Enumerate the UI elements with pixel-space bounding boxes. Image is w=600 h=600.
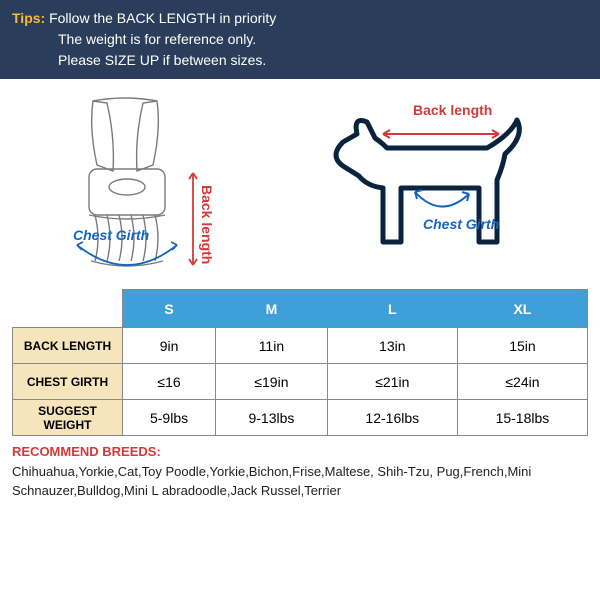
carrier-diagram: Chest Girth Back length xyxy=(35,89,255,279)
tips-line-1: Follow the BACK LENGTH in priority xyxy=(49,10,276,26)
label-back-length-right: Back length xyxy=(413,102,492,118)
table-corner xyxy=(13,290,123,328)
tips-line-3: Please SIZE UP if between sizes. xyxy=(58,50,588,71)
dog-diagram: Back length Chest Girth xyxy=(305,94,565,274)
table-row: SUGGEST WEIGHT 5-9lbs 9-13lbs 12-16lbs 1… xyxy=(13,400,588,436)
col-l: L xyxy=(327,290,457,328)
col-xl: XL xyxy=(457,290,587,328)
cell: ≤19in xyxy=(216,364,328,400)
breeds-body: Chihuahua,Yorkie,Cat,Toy Poodle,Yorkie,B… xyxy=(12,462,588,501)
table-header-row: S M L XL xyxy=(13,290,588,328)
label-back-length-left: Back length xyxy=(199,185,215,264)
tips-bar: Tips: Follow the BACK LENGTH in priority… xyxy=(0,0,600,79)
tips-line-2: The weight is for reference only. xyxy=(58,29,588,50)
cell: 15-18lbs xyxy=(457,400,587,436)
cell: ≤16 xyxy=(123,364,216,400)
cell: ≤21in xyxy=(327,364,457,400)
size-table: S M L XL BACK LENGTH 9in 11in 13in 15in … xyxy=(12,289,588,436)
table-row: BACK LENGTH 9in 11in 13in 15in xyxy=(13,328,588,364)
carrier-svg xyxy=(35,89,255,279)
table-row: CHEST GIRTH ≤16 ≤19in ≤21in ≤24in xyxy=(13,364,588,400)
cell: 9-13lbs xyxy=(216,400,328,436)
row-label: CHEST GIRTH xyxy=(13,364,123,400)
row-label: SUGGEST WEIGHT xyxy=(13,400,123,436)
cell: ≤24in xyxy=(457,364,587,400)
breeds-title: RECOMMEND BREEDS: xyxy=(12,442,588,462)
diagrams-section: Chest Girth Back length Back length Ches… xyxy=(0,79,600,289)
cell: 9in xyxy=(123,328,216,364)
cell: 5-9lbs xyxy=(123,400,216,436)
label-chest-girth-right: Chest Girth xyxy=(423,216,499,232)
row-label: BACK LENGTH xyxy=(13,328,123,364)
tips-label: Tips: xyxy=(12,10,45,26)
col-s: S xyxy=(123,290,216,328)
label-chest-girth-left: Chest Girth xyxy=(73,227,149,243)
col-m: M xyxy=(216,290,328,328)
cell: 15in xyxy=(457,328,587,364)
cell: 11in xyxy=(216,328,328,364)
size-table-wrap: S M L XL BACK LENGTH 9in 11in 13in 15in … xyxy=(0,289,600,436)
breeds-section: RECOMMEND BREEDS: Chihuahua,Yorkie,Cat,T… xyxy=(0,436,600,511)
cell: 12-16lbs xyxy=(327,400,457,436)
dog-svg xyxy=(305,94,565,264)
cell: 13in xyxy=(327,328,457,364)
